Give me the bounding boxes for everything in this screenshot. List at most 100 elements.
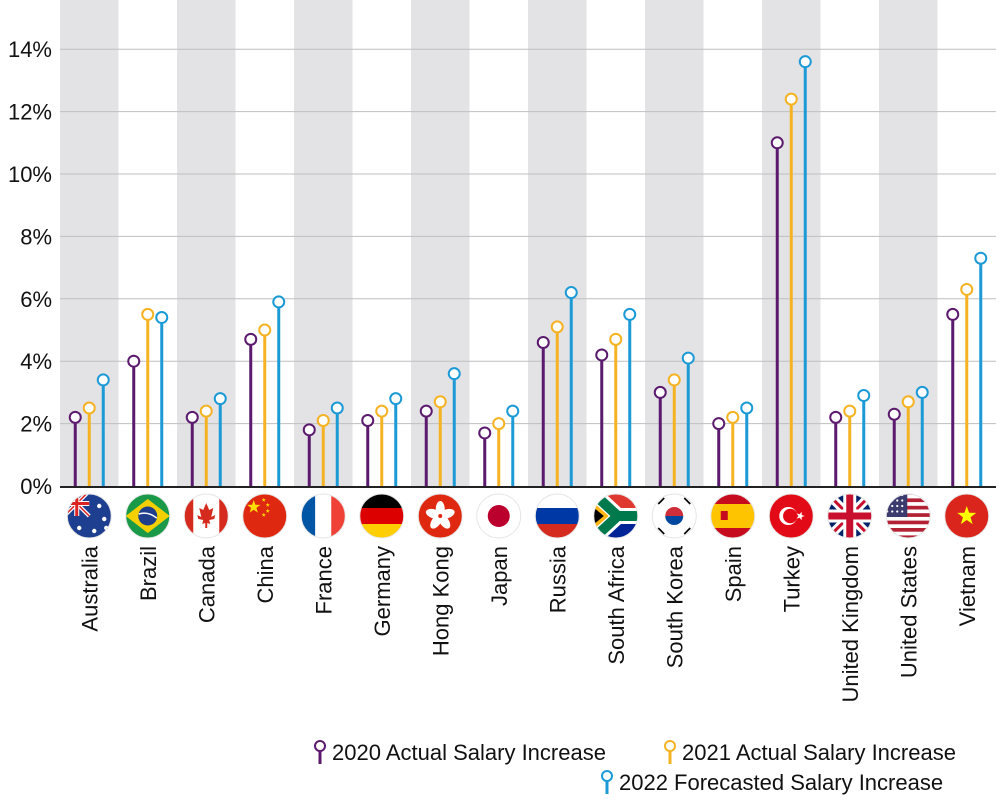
series-2020-actual-salary-increase — [68, 136, 960, 486]
point-brazil — [127, 354, 141, 368]
legend: 2020 Actual Salary Increase 2021 Actual S… — [314, 740, 956, 795]
point-canada — [213, 392, 227, 406]
point-china — [244, 332, 258, 346]
germany-flag-icon — [359, 493, 405, 539]
series-2022-forecasted-salary-increase — [96, 55, 988, 486]
spain-flag-icon — [710, 493, 756, 539]
legend-marker — [314, 740, 326, 752]
point-china — [272, 295, 286, 309]
point-germany — [361, 413, 375, 427]
point-france — [330, 401, 344, 415]
stripe-france — [294, 0, 353, 486]
point-vietnam — [946, 307, 960, 321]
hong-kong-flag-icon — [417, 493, 463, 539]
point-australia — [82, 401, 96, 415]
china-flag-icon — [242, 493, 288, 539]
point-hong-kong — [433, 395, 447, 409]
category-label-australia: Australia — [77, 545, 102, 631]
category-label-united-states: United States — [896, 546, 921, 678]
y-tick-label: 6% — [20, 287, 52, 312]
y-tick-label: 10% — [8, 162, 52, 187]
y-tick-label: 14% — [8, 37, 52, 62]
category-label-germany: Germany — [370, 546, 395, 636]
point-russia — [550, 320, 564, 334]
point-germany — [389, 392, 403, 406]
point-japan — [506, 404, 520, 418]
point-brazil — [155, 311, 169, 325]
point-united-kingdom — [857, 389, 871, 403]
legend-label: 2022 Forecasted Salary Increase — [619, 770, 943, 795]
point-russia — [536, 335, 550, 349]
point-united-kingdom — [829, 410, 843, 424]
legend-item-2022-forecasted-salary-increase: 2022 Forecasted Salary Increase — [601, 770, 943, 795]
y-tick-label: 12% — [8, 100, 52, 125]
united-kingdom-flag-icon — [827, 493, 873, 539]
point-south-africa — [595, 348, 609, 362]
point-united-states — [915, 385, 929, 399]
point-australia — [96, 373, 110, 387]
gridlines — [60, 48, 996, 488]
category-label-vietnam: Vietnam — [955, 546, 980, 626]
point-france — [302, 423, 316, 437]
category-label-japan: Japan — [487, 546, 512, 606]
point-united-states — [901, 395, 915, 409]
point-japan — [492, 417, 506, 431]
category-label-south-korea: South Korea — [662, 545, 687, 668]
point-japan — [478, 426, 492, 440]
south-africa-flag-icon — [593, 493, 639, 539]
point-hong-kong — [447, 367, 461, 381]
point-vietnam — [974, 251, 988, 265]
point-china — [258, 323, 272, 337]
point-france — [316, 413, 330, 427]
point-south-korea — [681, 351, 695, 365]
france-flag-icon — [300, 493, 346, 539]
australia-flag-icon — [66, 493, 112, 539]
category-label-canada: Canada — [194, 545, 219, 623]
y-tick-label: 2% — [20, 412, 52, 437]
turkey-flag-icon — [768, 493, 814, 539]
point-spain — [712, 417, 726, 431]
point-canada — [185, 410, 199, 424]
brazil-flag-icon — [125, 493, 171, 539]
category-label-south-africa: South Africa — [604, 545, 629, 664]
point-united-states — [887, 407, 901, 421]
point-south-korea — [667, 373, 681, 387]
point-spain — [740, 401, 754, 415]
y-tick-label: 8% — [20, 224, 52, 249]
russia-flag-icon — [534, 493, 580, 539]
country-flags — [66, 493, 990, 539]
y-axis-ticks: 0% 2% 4% 6% 8% 10% 12% 14% — [8, 37, 52, 499]
legend-item-2020-actual-salary-increase: 2020 Actual Salary Increase — [314, 740, 606, 765]
y-tick-label: 4% — [20, 349, 52, 374]
vietnam-flag-icon — [944, 493, 990, 539]
category-label-hong-kong: Hong Kong — [428, 546, 453, 656]
point-united-kingdom — [843, 404, 857, 418]
legend-marker — [664, 740, 676, 752]
point-vietnam — [960, 282, 974, 296]
legend-item-2021-actual-salary-increase: 2021 Actual Salary Increase — [664, 740, 956, 765]
point-south-korea — [653, 385, 667, 399]
category-label-united-kingdom: United Kingdom — [838, 546, 863, 703]
legend-label: 2020 Actual Salary Increase — [332, 740, 606, 765]
point-hong-kong — [419, 404, 433, 418]
category-label-russia: Russia — [545, 545, 570, 613]
category-label-spain: Spain — [721, 546, 746, 602]
point-south-africa — [623, 307, 637, 321]
series-2021-actual-salary-increase — [82, 92, 974, 486]
legend-marker — [601, 770, 613, 782]
category-label-china: China — [253, 545, 278, 603]
legend-label: 2021 Actual Salary Increase — [682, 740, 956, 765]
category-label-turkey: Turkey — [779, 546, 804, 612]
point-australia — [68, 410, 82, 424]
category-labels: Australia Brazil Canada China France Germany H… — [77, 545, 980, 702]
y-tick-label: 0% — [20, 474, 52, 499]
point-canada — [199, 404, 213, 418]
data-marks — [68, 55, 988, 486]
point-south-africa — [609, 332, 623, 346]
canada-flag-icon — [183, 493, 229, 539]
japan-flag-icon — [476, 493, 522, 539]
united-states-flag-icon — [885, 493, 931, 539]
point-brazil — [141, 307, 155, 321]
point-germany — [375, 404, 389, 418]
